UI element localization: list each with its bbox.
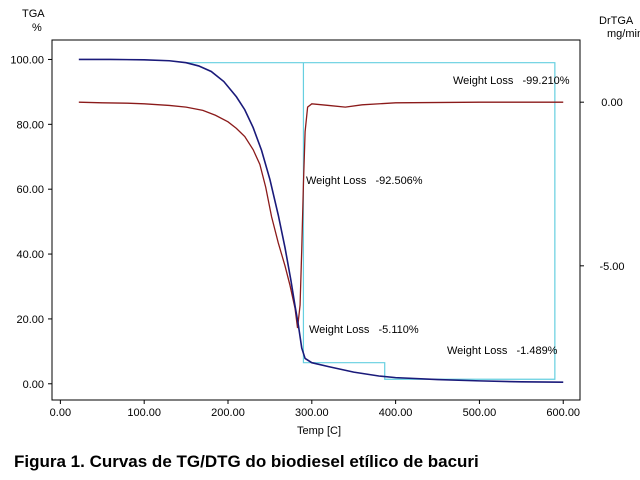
y-right-title-line1: DrTGA [599, 15, 634, 27]
y-right-tick-label: -5.00 [599, 261, 624, 273]
plot-frame [51, 39, 581, 401]
x-tick-label: 600.00 [546, 407, 580, 419]
y-left-title-line2: % [32, 22, 42, 34]
x-tick-label: 0.00 [50, 407, 71, 419]
tga-series-line [78, 58, 564, 383]
x-tick-label: 100.00 [127, 407, 161, 419]
weight-loss-annotation: Weight Loss -99.210% [453, 75, 570, 87]
weight-loss-annotation: Weight Loss -5.110% [309, 324, 419, 336]
axis-ticks: 0.00 100.00 200.00 300.00 400.00 500.00 600.00… [10, 54, 624, 419]
weight-loss-step-outline [186, 62, 556, 380]
weight-loss-steps [186, 62, 556, 380]
y-left-tick-label: 0.00 [23, 379, 44, 391]
dtg-series-line [78, 101, 564, 329]
weight-loss-annotation: Weight Loss -1.489% [447, 345, 558, 357]
x-tick-label: 200.00 [211, 407, 245, 419]
y-left-tick-label: 60.00 [16, 184, 44, 196]
y-right-title-line2: mg/min [607, 28, 640, 40]
weight-loss-annotation: Weight Loss -92.506% [306, 175, 423, 187]
y-right-tick-label: 0.00 [601, 97, 622, 109]
y-left-tick-label: 20.00 [16, 314, 44, 326]
annotations: Weight Loss -99.210% Weight Loss -92.506%… [306, 75, 570, 357]
data-series [78, 58, 564, 383]
y-left-title-line1: TGA [22, 8, 45, 20]
x-tick-label: 400.00 [379, 407, 413, 419]
y-left-tick-label: 40.00 [16, 249, 44, 261]
x-tick-label: 500.00 [463, 407, 497, 419]
x-axis-title: Temp [C] [297, 425, 341, 437]
figure-caption: Figura 1. Curvas de TG/DTG do biodiesel … [14, 452, 479, 471]
y-left-tick-label: 80.00 [16, 119, 44, 131]
x-tick-label: 300.00 [295, 407, 329, 419]
y-left-tick-label: 100.00 [10, 54, 44, 66]
